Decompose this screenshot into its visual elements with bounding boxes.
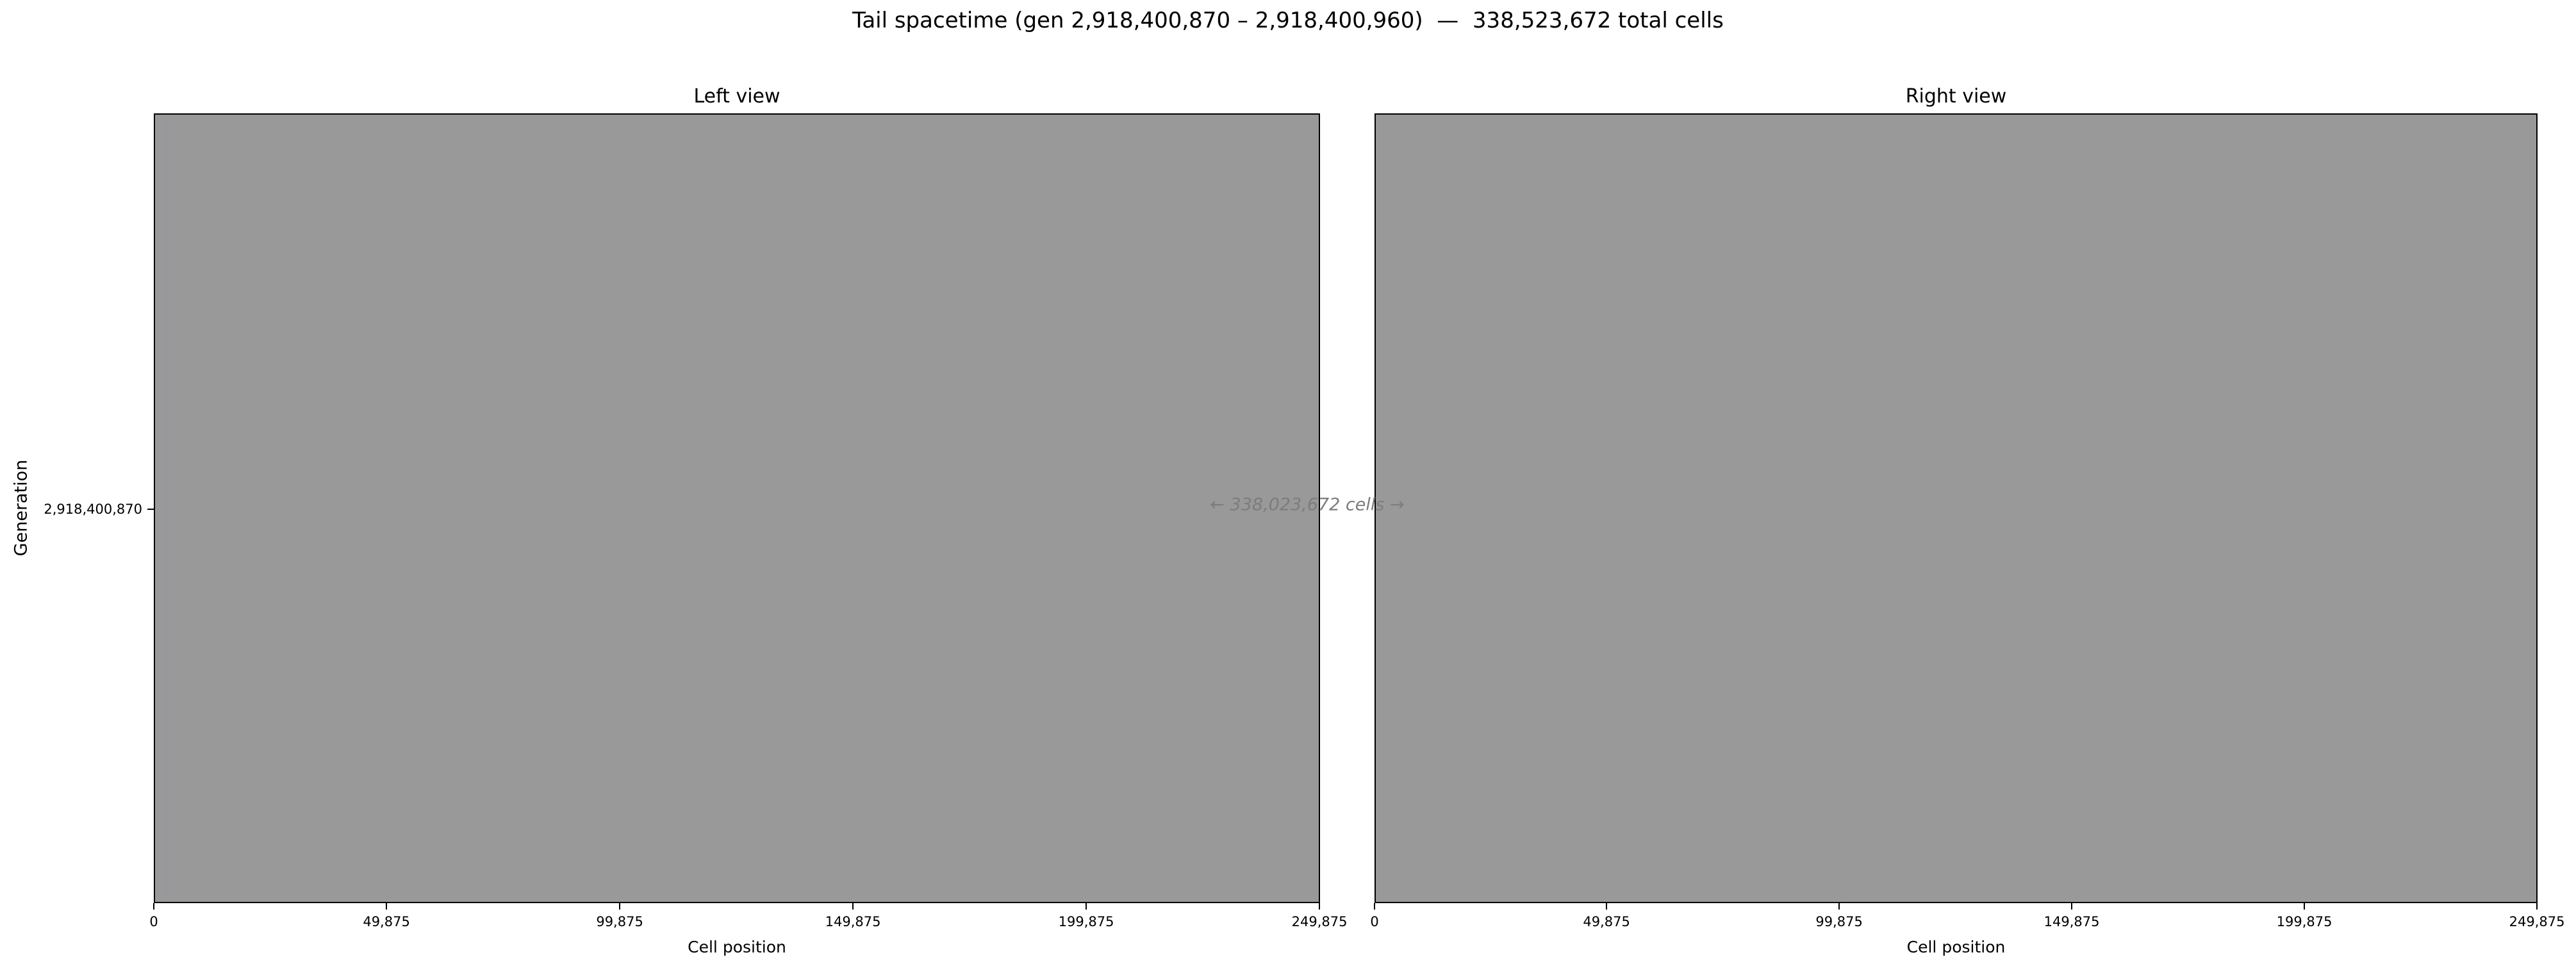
x-tick-mark (2304, 903, 2306, 910)
x-tick-label: 199,875 (1058, 914, 1114, 929)
x-tick-label: 49,875 (1583, 914, 1630, 929)
x-tick-label: 0 (149, 914, 158, 929)
x-axis-label-left-view: Cell position (688, 938, 786, 956)
x-tick-mark (619, 903, 621, 910)
x-tick-label: 99,875 (596, 914, 643, 929)
x-tick-label: 49,875 (363, 914, 410, 929)
x-tick-mark (1086, 903, 1087, 910)
panel-left-view (154, 113, 1320, 903)
y-axis-label: Generation (11, 459, 31, 557)
panel-title-right-view: Right view (1905, 85, 2007, 108)
x-tick-mark (1374, 903, 1375, 910)
x-tick-label: 249,875 (1291, 914, 1348, 929)
x-tick-mark (1838, 903, 1840, 910)
x-tick-label: 149,875 (2043, 914, 2100, 929)
y-tick-mark (147, 508, 154, 510)
figure-title: Tail spacetime (gen 2,918,400,870 – 2,91… (852, 8, 1724, 33)
hidden-cells-annotation: ← 338,023,672 cells → (1210, 494, 1405, 515)
x-tick-mark (2071, 903, 2073, 910)
panel-right-view (1375, 113, 2538, 903)
x-tick-label: 149,875 (825, 914, 881, 929)
x-tick-mark (386, 903, 388, 910)
x-axis-label-right-view: Cell position (1906, 938, 2006, 956)
x-tick-label: 199,875 (2276, 914, 2332, 929)
x-tick-label: 99,875 (1815, 914, 1863, 929)
y-tick-label: 2,918,400,870 (44, 501, 142, 517)
x-tick-mark (1606, 903, 1608, 910)
faint-trace-line (166, 115, 169, 902)
x-tick-label: 249,875 (2509, 914, 2565, 929)
x-tick-mark (852, 903, 854, 910)
x-tick-mark (1319, 903, 1321, 910)
panel-title-left-view: Left view (693, 85, 780, 108)
x-tick-mark (153, 903, 154, 910)
x-tick-label: 0 (1370, 914, 1379, 929)
x-tick-mark (2536, 903, 2538, 910)
